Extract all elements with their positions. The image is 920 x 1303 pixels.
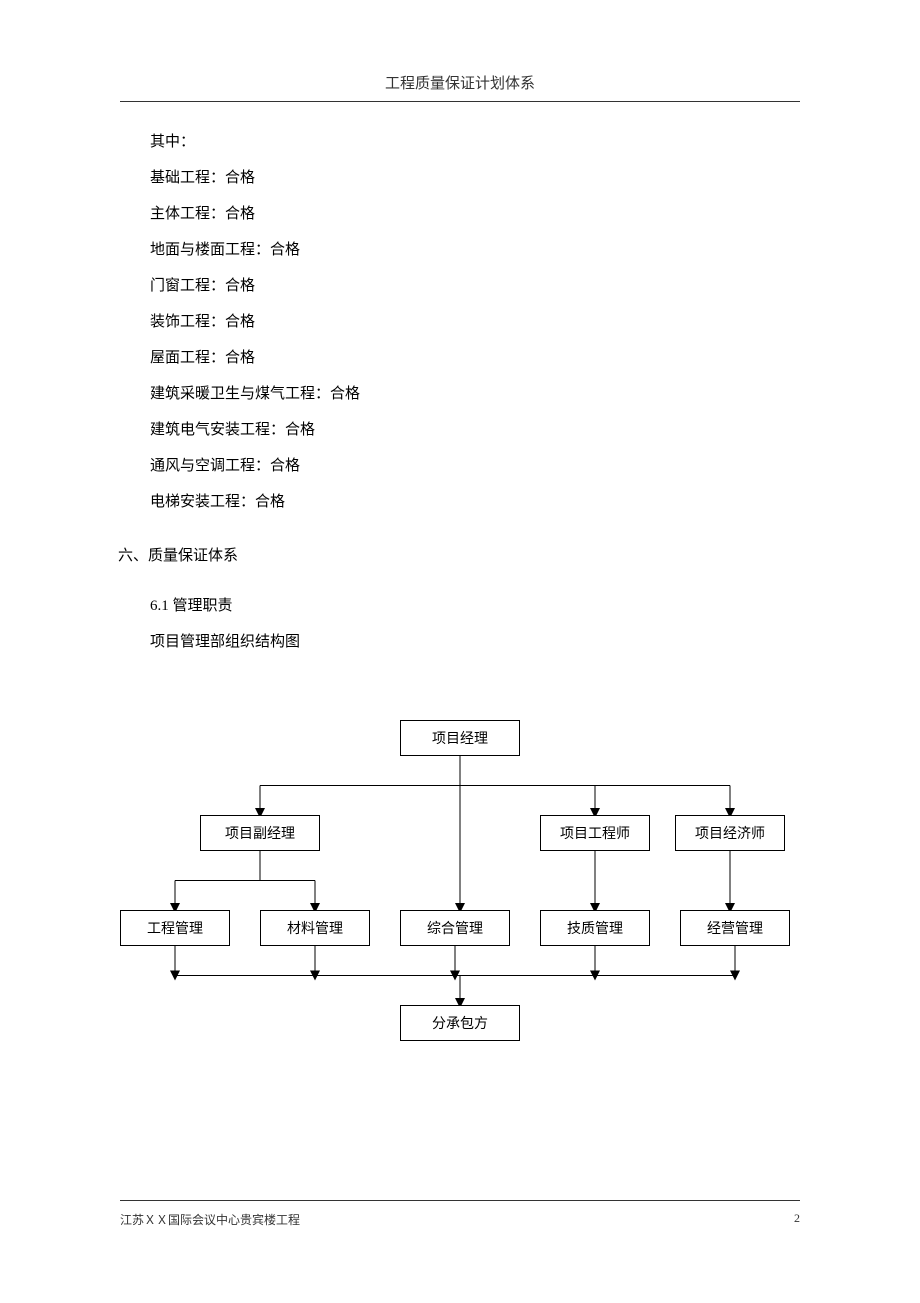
header-title: 工程质量保证计划体系 bbox=[385, 76, 535, 92]
subsection-number: 6.1 管理职责 bbox=[150, 588, 800, 624]
org-node: 综合管理 bbox=[400, 910, 510, 946]
subsection-text: 项目管理部组织结构图 bbox=[150, 624, 800, 660]
page-footer: 江苏ＸＸ国际会议中心贵宾楼工程 2 bbox=[120, 1200, 800, 1228]
section-heading: 六、质量保证体系 bbox=[118, 538, 800, 574]
text-line: 屋面工程：合格 bbox=[150, 340, 800, 376]
text-line: 建筑电气安装工程：合格 bbox=[150, 412, 800, 448]
org-chart: 项目经理项目副经理 项目工程师项目经济师工程管理材料管理综合管理技质管理经营管理分… bbox=[120, 720, 800, 1080]
text-line: 其中： bbox=[150, 124, 800, 160]
text-line: 电梯安装工程：合格 bbox=[150, 484, 800, 520]
org-node: 材料管理 bbox=[260, 910, 370, 946]
org-node: 项目经济师 bbox=[675, 815, 785, 851]
page-header: 工程质量保证计划体系 bbox=[120, 72, 800, 102]
text-line: 地面与楼面工程：合格 bbox=[150, 232, 800, 268]
page-number: 2 bbox=[794, 1211, 800, 1226]
org-node: 项目经理 bbox=[400, 720, 520, 756]
org-node: 项目副经理 bbox=[200, 815, 320, 851]
org-node: 项目工程师 bbox=[540, 815, 650, 851]
text-line: 建筑采暖卫生与煤气工程：合格 bbox=[150, 376, 800, 412]
org-node: 技质管理 bbox=[540, 910, 650, 946]
document-content: 其中： 基础工程：合格 主体工程：合格 地面与楼面工程：合格 门窗工程：合格 装… bbox=[150, 124, 800, 660]
org-node: 经营管理 bbox=[680, 910, 790, 946]
org-node: 分承包方 bbox=[400, 1005, 520, 1041]
text-line: 门窗工程：合格 bbox=[150, 268, 800, 304]
footer-text: 江苏ＸＸ国际会议中心贵宾楼工程 bbox=[120, 1213, 300, 1227]
text-line: 装饰工程：合格 bbox=[150, 304, 800, 340]
text-line: 基础工程：合格 bbox=[150, 160, 800, 196]
text-line: 通风与空调工程：合格 bbox=[150, 448, 800, 484]
text-line: 主体工程：合格 bbox=[150, 196, 800, 232]
org-node: 工程管理 bbox=[120, 910, 230, 946]
